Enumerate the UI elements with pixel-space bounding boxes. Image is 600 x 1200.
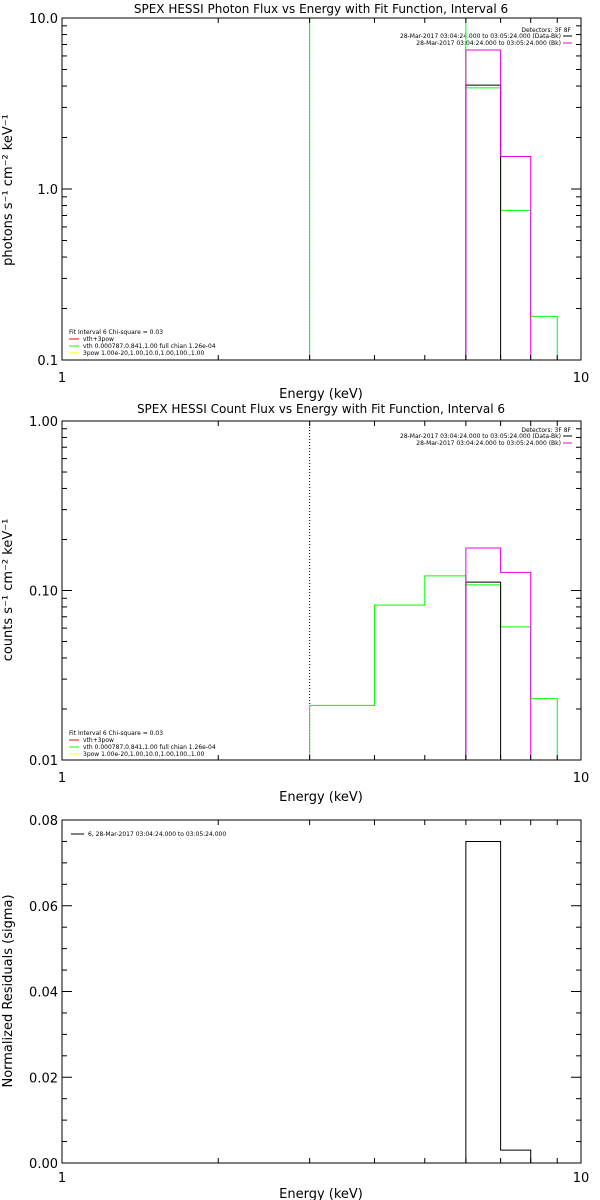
legend-header: Fit Interval 6 Chi-square = 0.03: [69, 730, 163, 737]
y-tick-label: 10.0: [29, 12, 58, 27]
legend-entry: 3pow 1.00e-20,1.00,10.0,1.00,100.,1.00: [83, 751, 204, 758]
x-axis-label: Energy (keV): [279, 790, 363, 805]
legend-header: Fit Interval 6 Chi-square = 0.03: [69, 329, 163, 336]
legend-entry: 28-Mar-2017 03:04:24.000 to 03:05:24.000…: [416, 440, 561, 447]
y-tick-label: 0.1: [37, 354, 58, 369]
legend-header: Detectors: 3F 8F: [521, 27, 571, 34]
y-tick-label: 1.0: [37, 183, 58, 198]
legend-entry: 28-Mar-2017 03:04:24.000 to 03:05:24.000…: [400, 33, 561, 40]
y-tick-label: 0.06: [29, 900, 58, 915]
legend-entry: 28-Mar-2017 03:04:24.000 to 03:05:24.000…: [416, 40, 561, 47]
x-axis-label: Energy (keV): [279, 1187, 363, 1200]
y-axis-label: photons s⁻¹ cm⁻² keV⁻¹: [1, 114, 16, 266]
y-tick-label: 0.08: [29, 814, 58, 829]
y-tick-label: 0.01: [29, 754, 58, 769]
legend-entry: 28-Mar-2017 03:04:24.000 to 03:05:24.000…: [400, 433, 561, 440]
x-axis-label: Energy (keV): [279, 387, 363, 402]
x-tick-label: 10: [573, 371, 590, 386]
chart-title: SPEX HESSI Count Flux vs Energy with Fit…: [137, 402, 505, 416]
chart-title: SPEX HESSI Photon Flux vs Energy with Fi…: [134, 2, 508, 16]
y-tick-label: 0.00: [29, 1157, 58, 1172]
x-tick-label: 1: [58, 771, 66, 786]
x-tick-label: 1: [58, 371, 66, 386]
y-axis-label: counts s⁻¹ cm⁻² keV⁻¹: [1, 519, 16, 662]
legend-header: Detectors: 3F 8F: [521, 427, 571, 434]
legend-entry: vth 0.000787,0.841,1.00 full chian 1.26e…: [83, 343, 216, 350]
background-series: [465, 547, 532, 760]
x-tick-label: 1: [58, 1171, 66, 1186]
x-tick-label: 10: [573, 771, 590, 786]
photon-flux-panel: SPEX HESSI Photon Flux vs Energy with Fi…: [1, 2, 590, 402]
background-series: [465, 49, 532, 360]
y-tick-label: 0.04: [29, 986, 58, 1001]
y-axis-label: Normalized Residuals (sigma): [1, 894, 16, 1087]
legend-entry: vth+3pow: [83, 737, 114, 744]
y-tick-label: 1.00: [29, 415, 58, 430]
count-flux-panel: SPEX HESSI Count Flux vs Energy with Fit…: [1, 402, 589, 805]
y-tick-label: 0.02: [29, 1071, 58, 1086]
y-tick-label: 0.10: [29, 585, 58, 600]
legend-entry: 3pow 1.00e-20,1.00,10.0,1.00,100.,1.00: [83, 350, 204, 357]
residuals-panel: Energy (keV) Normalized Residuals (sigma…: [1, 814, 589, 1200]
residuals-series: [465, 840, 532, 1163]
legend-entry: vth 0.000787,0.841,1.00 full chian 1.26e…: [83, 744, 216, 751]
legend-entry: vth+3pow: [83, 336, 114, 343]
legend-entry: 6, 28-Mar-2017 03:04:24.000 to 03:05:24.…: [88, 831, 226, 838]
x-tick-label: 10: [573, 1171, 590, 1186]
